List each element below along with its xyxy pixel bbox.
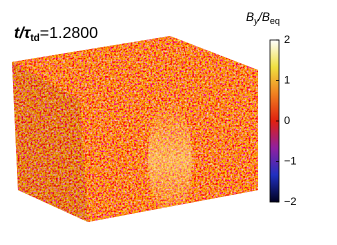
- label-part: B: [246, 10, 254, 24]
- title: t/τtd=1.2800: [14, 25, 98, 43]
- colorbar-label: By/Beq: [246, 10, 280, 26]
- title-value: =1.2800: [40, 25, 98, 42]
- title-subscript: td: [30, 33, 39, 44]
- tick-label: −2: [284, 196, 297, 208]
- tick-label: 2: [284, 34, 290, 46]
- label-part: eq: [270, 16, 280, 26]
- label-part: y: [253, 16, 259, 26]
- title-variable: t/τ: [14, 25, 32, 42]
- tick-label: 0: [284, 115, 290, 127]
- tick-label: −1: [284, 155, 297, 167]
- label-part: /B: [258, 10, 270, 24]
- cube: [12, 36, 258, 222]
- tick-label: 1: [284, 74, 290, 86]
